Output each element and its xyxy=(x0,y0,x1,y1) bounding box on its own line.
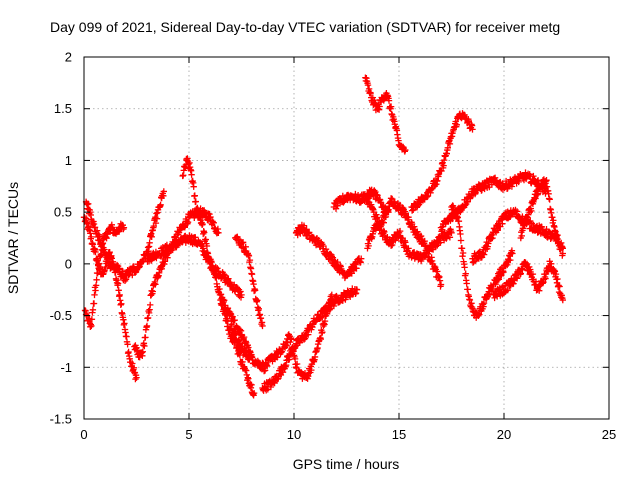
data-track xyxy=(228,293,335,382)
series-sat-o xyxy=(364,195,445,290)
x-tick-label: 0 xyxy=(80,427,87,442)
data-track xyxy=(364,195,444,290)
plot-frame xyxy=(83,56,610,420)
data-track xyxy=(408,110,476,214)
x-tick-label: 10 xyxy=(287,427,301,442)
data-track xyxy=(123,190,167,279)
x-tick-labels: 0 5 10 15 20 25 xyxy=(80,427,616,442)
x-tick-label: 5 xyxy=(185,427,192,442)
x-axis-label: GPS time / hours xyxy=(293,456,400,472)
y-tick-label: 0.5 xyxy=(54,205,72,220)
series-sat-f xyxy=(122,188,167,279)
series-sat-i xyxy=(232,233,266,330)
series-sat-u xyxy=(490,258,566,304)
series-sat-p xyxy=(362,193,455,265)
series-sat-g xyxy=(179,155,256,361)
series-sat-c xyxy=(82,198,130,284)
y-axis-label: SDTVAR / TECUs xyxy=(5,182,21,294)
data-track xyxy=(232,233,266,328)
series-sat-e xyxy=(143,232,245,301)
y-tick-label: 1 xyxy=(65,153,72,168)
data-series xyxy=(80,74,566,399)
data-track xyxy=(83,200,129,284)
series-sat-r xyxy=(448,202,516,321)
y-tick-label: 0 xyxy=(65,256,72,271)
series-sat-a xyxy=(80,214,140,383)
data-point xyxy=(91,291,98,299)
grid xyxy=(84,57,609,419)
data-track xyxy=(259,285,360,394)
y-tick-label: -1 xyxy=(60,360,72,375)
x-tick-label: 15 xyxy=(392,427,406,442)
y-tick-label: -0.5 xyxy=(50,308,72,323)
series-sat-s xyxy=(437,169,550,235)
series-sat-j xyxy=(227,291,335,382)
axis-ticks xyxy=(83,56,610,420)
data-track xyxy=(293,221,364,282)
y-tick-labels: -1.5 -1 -0.5 0 0.5 1 1.5 2 xyxy=(50,50,72,427)
series-sat-k xyxy=(259,285,361,394)
series-sat-l xyxy=(292,221,365,282)
data-track xyxy=(362,75,408,155)
series-sat-m xyxy=(330,186,392,216)
data-track xyxy=(448,202,516,321)
data-track xyxy=(518,176,566,259)
series-sat-q xyxy=(408,110,476,214)
y-tick-label: -1.5 xyxy=(50,412,72,427)
data-track xyxy=(180,155,255,361)
data-track xyxy=(490,258,566,302)
y-tick-label: 1.5 xyxy=(54,101,72,116)
data-track xyxy=(131,205,222,361)
data-track xyxy=(469,206,566,266)
series-sat-n xyxy=(362,74,409,155)
x-tick-label: 25 xyxy=(602,427,616,442)
series-sat-d xyxy=(131,205,222,361)
data-track xyxy=(438,169,549,235)
data-track xyxy=(331,186,392,216)
data-track xyxy=(81,214,140,383)
x-tick-label: 20 xyxy=(497,427,511,442)
chart-title: Day 099 of 2021, Sidereal Day-to-day VTE… xyxy=(50,19,560,35)
y-tick-label: 2 xyxy=(65,50,72,65)
series-sat-v xyxy=(517,176,566,259)
